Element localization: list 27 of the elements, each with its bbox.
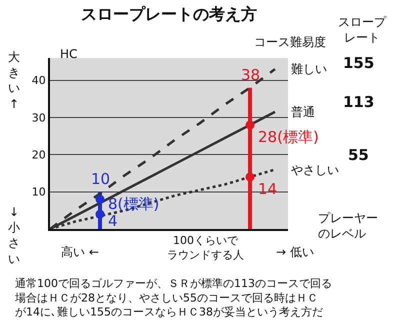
point [246,172,254,182]
data-label: 4 [108,212,118,230]
data-label: 10 [91,170,110,188]
text: ↓小さい [8,205,20,266]
text: 高い ← [61,245,99,259]
text: コース難易度 [254,35,326,49]
text: 通常100で回るゴルファーが、ＳＲが標準の113のコースで回る場合はＨＣが28となり、やさしい55のコースで回る時はＨＣが14に､難しい155のコースならＨＣ38が妥当という考え方だ [14,277,332,319]
y-tick-label: 30 [32,111,46,124]
series-label: 難しい [291,62,327,76]
x-axis-title: プレーヤーのレベル [318,211,378,241]
chart-title: スロープレートの考え方 [81,4,257,24]
text: → 低い [276,245,314,259]
y-axis-title: HC [60,47,78,61]
data-label: 38 [241,66,260,84]
y-tick-label: 10 [32,186,46,199]
text: 大きい↑ [8,50,20,111]
text: 113 [343,93,374,111]
data-label: 28(標準) [258,128,319,146]
y-tick-label: 40 [32,74,46,88]
series-label: やさしい [291,163,339,177]
y-tick-label: 20 [32,148,46,162]
text: 55 [348,146,369,164]
text: 155 [343,54,374,72]
series-label: 普通 [291,105,315,119]
text: スロープレート [338,15,387,45]
text: 100くらいでラウンドする人 [167,234,244,262]
point [246,120,254,130]
